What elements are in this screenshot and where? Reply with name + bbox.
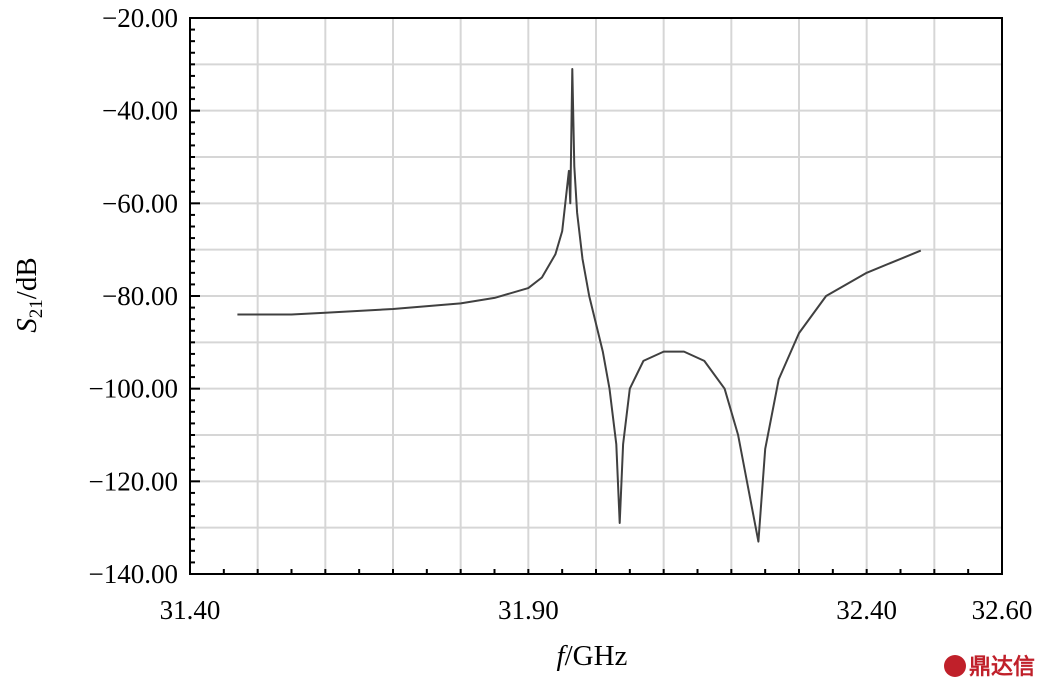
y-tick-label: −140.00 bbox=[89, 559, 178, 589]
y-tick-label: −60.00 bbox=[102, 188, 178, 218]
x-tick-label: 31.90 bbox=[498, 595, 559, 625]
plot-frame bbox=[189, 17, 1003, 575]
x-tick-label: 31.40 bbox=[160, 595, 221, 625]
x-tick-label: 32.40 bbox=[836, 595, 897, 625]
y-tick-labels: −20.00 −40.00 −60.00 −80.00 −100.00 −120.00 −1… bbox=[89, 3, 178, 589]
series-line bbox=[237, 68, 922, 543]
y-tick-label: −100.00 bbox=[89, 374, 178, 404]
series-layer bbox=[237, 68, 922, 543]
y-axis-title: S21/dB bbox=[11, 257, 47, 332]
y-tick-label: −120.00 bbox=[89, 466, 178, 496]
y-axis-title-sub: 21 bbox=[26, 299, 47, 318]
y-tick-label: −80.00 bbox=[102, 281, 178, 311]
grid bbox=[190, 18, 1002, 574]
y-tick-label: −20.00 bbox=[102, 3, 178, 33]
watermark-text: 鼎达信 bbox=[968, 655, 1035, 680]
y-tick-label: −40.00 bbox=[102, 96, 178, 126]
y-axis-title-main: S bbox=[11, 318, 43, 333]
watermark: 鼎达信 bbox=[943, 649, 1035, 681]
x-axis-title: f/GHz bbox=[557, 640, 628, 672]
watermark-logo-icon bbox=[943, 655, 966, 677]
x-axis-title-unit: /GHz bbox=[565, 640, 628, 672]
x-tick-labels: 31.40 31.90 32.40 32.60 bbox=[160, 595, 1033, 625]
x-tick-label: 32.60 bbox=[972, 595, 1033, 625]
y-axis-title-unit: /dB bbox=[11, 257, 43, 299]
